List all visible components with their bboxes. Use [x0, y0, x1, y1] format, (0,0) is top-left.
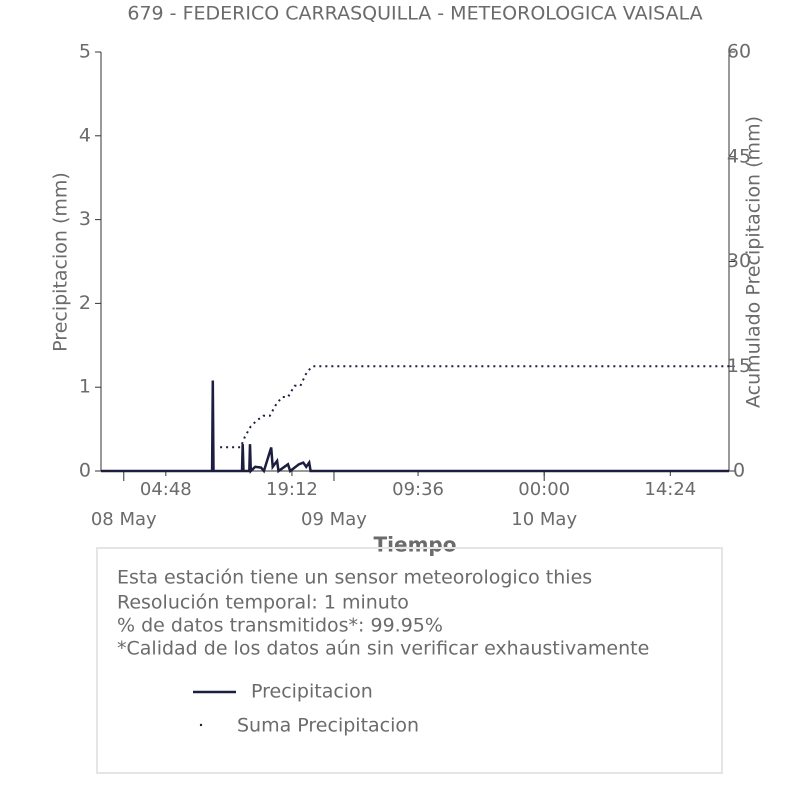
x-tick-label: 14:24 — [644, 479, 696, 500]
cumulative-line — [220, 365, 729, 449]
info-line: *Calidad de los datos aún sin verificar … — [117, 638, 649, 660]
x-tick-label: 09:36 — [392, 479, 444, 500]
legend-swatch — [199, 723, 203, 727]
y-tick-label: 3 — [79, 208, 91, 230]
x-tick-label: 19:12 — [266, 479, 318, 500]
y2-tick-label: 0 — [733, 460, 745, 482]
info-line: Resolución temporal: 1 minuto — [117, 592, 409, 614]
y2-tick-label: 15 — [727, 355, 751, 377]
precip-line — [101, 380, 729, 474]
info-box — [96, 547, 723, 774]
y-axis-label: Precipitacion (mm) — [50, 172, 72, 352]
x-tick-label: 00:00 — [518, 479, 570, 500]
x-major-tick-label: 10 May — [511, 509, 577, 530]
y-tick-label: 1 — [79, 376, 91, 398]
info-line: % de datos transmitidos*: 99.95% — [117, 615, 443, 637]
x-major-tick-label: 09 May — [301, 509, 367, 530]
x-tick-label: 04:48 — [140, 479, 192, 500]
y-tick-label: 4 — [79, 124, 91, 146]
chart-title: 679 - FEDERICO CARRASQUILLA - METEOROLOG… — [127, 3, 702, 25]
y2-tick-label: 30 — [727, 250, 751, 272]
y2-tick-label: 45 — [727, 145, 751, 167]
x-axis-label: Tiempo — [374, 533, 457, 557]
y-tick-label: 2 — [79, 292, 91, 314]
legend-label: Precipitacion — [251, 681, 373, 703]
x-major-tick-label: 08 May — [91, 509, 157, 530]
y-tick-label: 0 — [79, 460, 91, 482]
y-tick-label: 5 — [79, 41, 91, 63]
y2-axis-label: Acumulado Precipitacion (mm) — [743, 116, 765, 408]
legend-label: Suma Precipitacion — [237, 715, 419, 737]
y2-tick-label: 60 — [727, 41, 751, 63]
info-line: Esta estación tiene un sensor meteorolog… — [117, 567, 592, 589]
